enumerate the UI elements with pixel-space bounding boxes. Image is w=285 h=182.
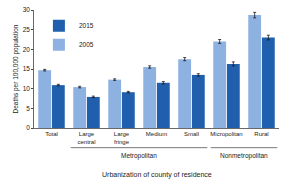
svg-text:2005: 2005 — [79, 41, 94, 48]
svg-text:25: 25 — [23, 26, 31, 33]
svg-text:2015: 2015 — [79, 22, 94, 29]
svg-text:Largefringe: Largefringe — [114, 131, 130, 145]
svg-text:0: 0 — [26, 124, 30, 131]
svg-text:Metropolitan: Metropolitan — [121, 152, 157, 160]
svg-text:Small: Small — [184, 131, 199, 137]
svg-text:Rural: Rural — [254, 131, 268, 137]
svg-text:Nonmetropolitan: Nonmetropolitan — [220, 152, 268, 160]
svg-text:Medium: Medium — [146, 131, 167, 137]
svg-text:Deaths per 100,000 population: Deaths per 100,000 population — [12, 24, 20, 113]
svg-text:Micropolitan: Micropolitan — [210, 131, 242, 137]
svg-text:5: 5 — [26, 105, 30, 112]
svg-text:30: 30 — [23, 6, 31, 13]
svg-text:20: 20 — [23, 46, 31, 53]
svg-text:10: 10 — [23, 85, 31, 92]
svg-text:15: 15 — [23, 65, 31, 72]
svg-text:Largecentral: Largecentral — [77, 131, 95, 145]
svg-text:Urbanization of county of resi: Urbanization of county of residence — [102, 171, 212, 179]
svg-text:Total: Total — [45, 131, 58, 137]
